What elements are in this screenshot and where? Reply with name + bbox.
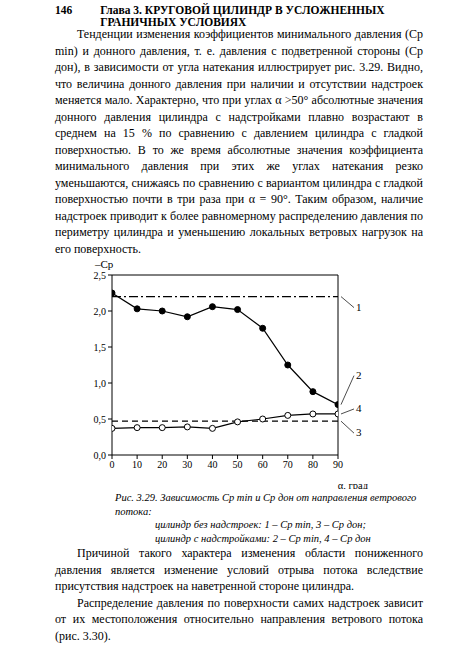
svg-text:20: 20: [157, 459, 167, 470]
svg-text:4: 4: [356, 402, 362, 414]
svg-text:2: 2: [356, 369, 362, 381]
svg-text:40: 40: [207, 459, 217, 470]
svg-text:80: 80: [308, 459, 318, 470]
svg-text:2,5: 2,5: [94, 270, 107, 281]
svg-text:0: 0: [110, 459, 115, 470]
html-text:Рис. 3.29. Зависимость Cp min: Рис. 3.29. Зависимость Cp min и Cp дон о…: [115, 492, 417, 517]
html-text:146: 146: [55, 4, 73, 16]
svg-text:2,0: 2,0: [94, 306, 107, 317]
html-text:–Cp: –Cp: [95, 258, 114, 270]
svg-text:α, град: α, град: [338, 480, 369, 489]
html-text:Тенденции изменения коэффициен: Тенденции изменения коэффициентов минима…: [55, 27, 423, 256]
svg-text:1,0: 1,0: [94, 378, 107, 389]
svg-text:0,5: 0,5: [94, 414, 107, 425]
html-text:цилиндр с надстройками: 2 – Cp: цилиндр с надстройками: 2 – Cp min, 4 – …: [155, 532, 371, 544]
svg-text:30: 30: [182, 459, 192, 470]
svg-text:50: 50: [233, 459, 243, 470]
svg-text:10: 10: [132, 459, 142, 470]
html-text:цилиндр без надстроек: 1 – Cp: цилиндр без надстроек: 1 – Cp min, 3 – C…: [155, 519, 366, 530]
svg-text:3: 3: [356, 426, 362, 438]
html-text:Причиной такого характера изме: Причиной такого характера изменения обла…: [55, 546, 423, 593]
html-text:Глава 3. КРУГОВОЙ ЦИЛИНДР В УС: Глава 3. КРУГОВОЙ ЦИЛИНДР В УСЛОЖНЕННЫХ …: [100, 4, 385, 28]
svg-text:90: 90: [333, 459, 343, 470]
svg-text:60: 60: [258, 459, 268, 470]
svg-text:0,0: 0,0: [94, 450, 107, 461]
svg-text:1,5: 1,5: [94, 342, 107, 353]
svg-text:70: 70: [283, 459, 293, 470]
svg-text:1: 1: [356, 301, 362, 313]
html-text:Распределение давления по пове: Распределение давления по поверхности са…: [55, 595, 423, 643]
